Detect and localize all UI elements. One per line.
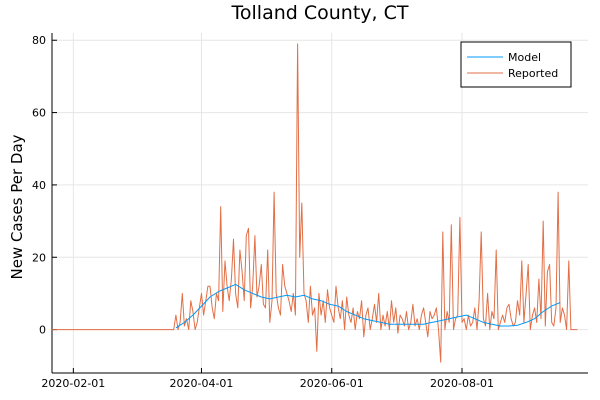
x-tick-label: 2020-06-01 xyxy=(300,377,364,390)
series xyxy=(52,43,578,363)
y-tick-label: 40 xyxy=(32,179,46,192)
series-line-model xyxy=(175,283,561,329)
y-tick-label: 0 xyxy=(39,324,46,337)
legend-reported-label: Reported xyxy=(508,67,558,80)
legend-box xyxy=(460,41,572,88)
chart-title: Tolland County, CT xyxy=(231,2,409,24)
x-tick-label: 2020-08-01 xyxy=(430,377,494,390)
x-tick-label: 2020-04-01 xyxy=(170,377,234,390)
legend-model-label: Model xyxy=(508,51,541,64)
x-tick-label: 2020-02-01 xyxy=(41,377,105,390)
legend: Model Reported xyxy=(460,41,572,88)
y-tick-label: 20 xyxy=(32,251,46,264)
axes: 2020-02-01 2020-04-01 2020-06-01 2020-08-01… xyxy=(32,33,588,390)
series-line-reported xyxy=(52,43,578,363)
y-tick-label: 80 xyxy=(32,34,46,47)
y-axis-label: New Cases Per Day xyxy=(8,134,26,279)
y-tick-label: 60 xyxy=(32,107,46,120)
